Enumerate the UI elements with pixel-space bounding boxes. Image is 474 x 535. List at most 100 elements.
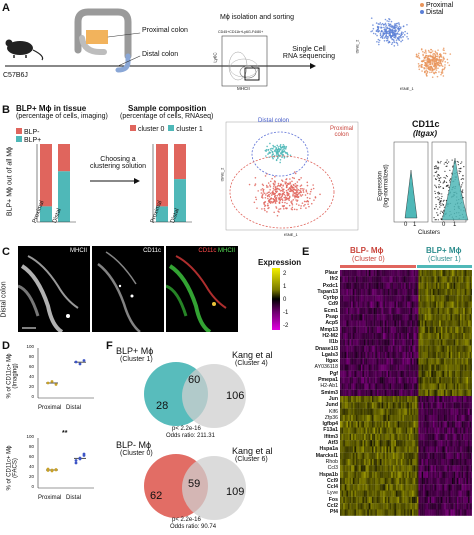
venn2-left-value: 62 bbox=[150, 490, 163, 502]
gene-label: Ecm1 bbox=[324, 307, 338, 314]
panel-a-label: A bbox=[2, 2, 10, 14]
d-top-point bbox=[82, 359, 86, 362]
venn1-right-value: 106 bbox=[226, 390, 245, 402]
gene-label: Igfbp4 bbox=[322, 421, 338, 428]
d-bottom-point bbox=[50, 469, 54, 473]
gene-label: Atf3 bbox=[327, 440, 338, 447]
gene-label: F13a1 bbox=[323, 427, 338, 434]
proximal-colon-label: Proximal colon bbox=[142, 27, 188, 34]
venn1-left-title: BLP+ Mϕ bbox=[116, 346, 154, 356]
sample-comp-title: Sample composition bbox=[128, 104, 207, 113]
venn2-odds: Odds ratio: 90.74 bbox=[170, 524, 217, 530]
significance-stars: ** bbox=[62, 430, 68, 437]
venn-diagrams bbox=[144, 362, 246, 520]
d-top-point bbox=[78, 362, 82, 366]
cluster-bar-Distal-lower bbox=[174, 179, 186, 222]
facs-plot bbox=[221, 35, 268, 87]
gene-label: Psap bbox=[325, 314, 338, 321]
gene-label: Rhob bbox=[325, 458, 338, 465]
choose-clustering-label: Choosing a clustering solution bbox=[89, 156, 147, 170]
gene-label: Pxdc1 bbox=[322, 282, 338, 289]
isolation-step-label: Mϕ isolation and sorting bbox=[220, 14, 294, 21]
venn1-left-sub: (Cluster 1) bbox=[120, 356, 153, 363]
cluster-bar-Distal-upper bbox=[174, 144, 186, 180]
gene-list: Plaur Ifr2 Pxdc1 Tspan13 Cyrbp Cd9 Ecm1 Psap Acp… bbox=[296, 270, 338, 516]
venn2-right-value: 109 bbox=[226, 486, 245, 498]
violin-y-label: Expression (log-normalized) bbox=[377, 164, 390, 208]
d-bottom-point bbox=[78, 457, 82, 461]
venn1-overlap-value: 60 bbox=[188, 374, 201, 386]
gene-label: Hspa1a bbox=[319, 446, 338, 453]
d-top-cat-distal: Distal bbox=[66, 405, 82, 411]
sample-comp-subtitle: (percentage of cells, RNAseq) bbox=[120, 113, 214, 120]
d-bottom-plot bbox=[37, 438, 94, 489]
venn2-overlap-value: 59 bbox=[188, 478, 201, 490]
legend-proximal: Proximal bbox=[420, 2, 453, 9]
venn2-right-circle bbox=[182, 456, 246, 520]
panel-b-label: B bbox=[2, 104, 10, 116]
panel-c-label: C bbox=[2, 246, 10, 258]
d-top-point bbox=[50, 380, 54, 383]
d-top-point bbox=[46, 381, 50, 385]
micrograph-cd11c: CD11c bbox=[92, 246, 164, 332]
venn1-right-circle bbox=[182, 364, 246, 428]
heatmap-header-left-sub: (Cluster 0) bbox=[352, 256, 385, 263]
violin-cluster1-b bbox=[441, 157, 469, 221]
distal-colon-label: Distal colon bbox=[142, 51, 179, 58]
distal-colon-side-label: Distal colon bbox=[0, 281, 8, 318]
blp-y-label: BLP+ Mϕ out of all Mϕ bbox=[6, 146, 14, 217]
violin-title: CD11c bbox=[412, 119, 440, 129]
mouse-icon bbox=[5, 39, 44, 61]
tsne-distal-label: Distal colon bbox=[258, 118, 290, 124]
violin-cat-1: 1 bbox=[413, 222, 417, 228]
gene-label: Jund bbox=[325, 402, 338, 409]
proximal-outline bbox=[229, 155, 335, 229]
venn1-left-value: 28 bbox=[156, 400, 169, 412]
gene-label: Itgax bbox=[325, 358, 338, 365]
panel-d-label: D bbox=[2, 340, 10, 352]
gene-label: Ccl4 bbox=[327, 484, 338, 491]
blp-bar-Distal-upper bbox=[58, 144, 70, 172]
d-top-point bbox=[74, 360, 78, 364]
violin-cat-0b: 0 bbox=[442, 222, 446, 228]
cluster-stacked-bar bbox=[152, 144, 192, 223]
gene-label: Ccl3 bbox=[327, 465, 338, 472]
blp-bar-Distal-lower bbox=[58, 171, 70, 222]
gene-label: Lyve bbox=[327, 490, 338, 497]
expression-colorbar bbox=[272, 268, 280, 330]
violin-cat-0: 0 bbox=[404, 222, 408, 228]
violin-x-label: Clusters bbox=[418, 230, 441, 236]
blp-bar-Proximal-lower bbox=[40, 206, 52, 222]
venn1-pvalue: p< 2.2e-16 bbox=[172, 426, 201, 432]
gene-label: Klf6 bbox=[329, 408, 338, 415]
panel-b-tsne bbox=[225, 121, 359, 231]
legend-distal: Distal bbox=[420, 9, 453, 16]
d-bottom-yticks: 100 80 60 40 20 0 bbox=[26, 434, 34, 489]
venn2-left-title: BLP- Mϕ bbox=[116, 440, 152, 450]
d-top-cat-proximal: Proximal bbox=[38, 405, 62, 411]
micrograph-merge: CD11c MHCII bbox=[166, 246, 238, 332]
d-bottom-point bbox=[46, 467, 50, 471]
gene-label: AY036118 bbox=[314, 364, 338, 371]
venn1-right-sub: (Cluster 4) bbox=[235, 360, 268, 367]
gene-label: Cyrbp bbox=[323, 295, 338, 302]
venn1-odds: Odds ratio: 211.31 bbox=[166, 433, 215, 439]
blp-stacked-bar bbox=[36, 144, 76, 223]
cluster0-bar bbox=[340, 265, 416, 268]
heatmap-header-right-sub: (Cluster 1) bbox=[428, 256, 461, 263]
blp-legend: BLP- BLP+ bbox=[16, 128, 41, 144]
gene-label: Hspa1b bbox=[319, 471, 338, 478]
panel-f-label: F bbox=[106, 340, 113, 352]
gene-label: Pmepa1 bbox=[318, 377, 338, 384]
tsne-a-y-label: tSNE_2 bbox=[354, 39, 360, 54]
heatmap-header-left: BLP- Mϕ bbox=[350, 246, 384, 255]
colon-icon bbox=[74, 8, 141, 73]
d-bottom-point bbox=[54, 468, 58, 472]
blp-bar-Proximal-upper bbox=[40, 144, 52, 207]
micrograph-mhcii: MHCII bbox=[18, 246, 90, 332]
mouse-strain-label: C57B6J bbox=[3, 72, 28, 79]
facs-gate-label: CD45+CD11b+Ly6G-F4/80+ bbox=[218, 30, 264, 34]
blp-tissue-title: BLP+ Mϕ in tissue bbox=[16, 104, 87, 113]
panel-e-label: E bbox=[302, 246, 310, 258]
